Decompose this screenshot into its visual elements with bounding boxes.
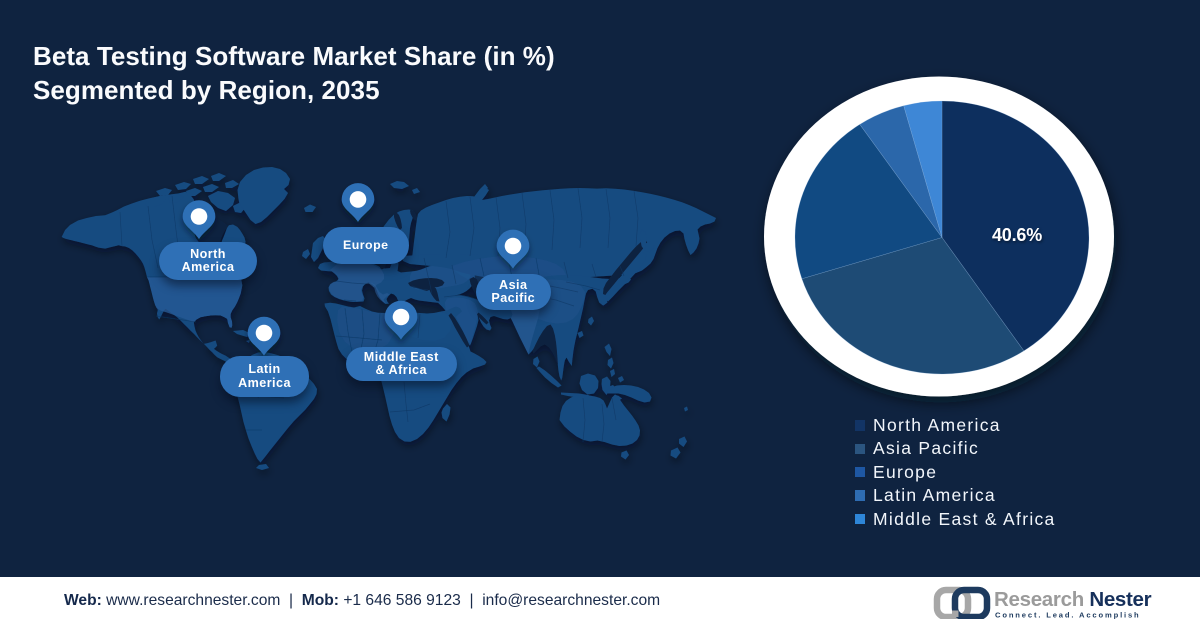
svg-text:Research Nester: Research Nester: [994, 588, 1152, 611]
svg-text:Connect. Lead. Accomplish: Connect. Lead. Accomplish: [995, 611, 1141, 620]
